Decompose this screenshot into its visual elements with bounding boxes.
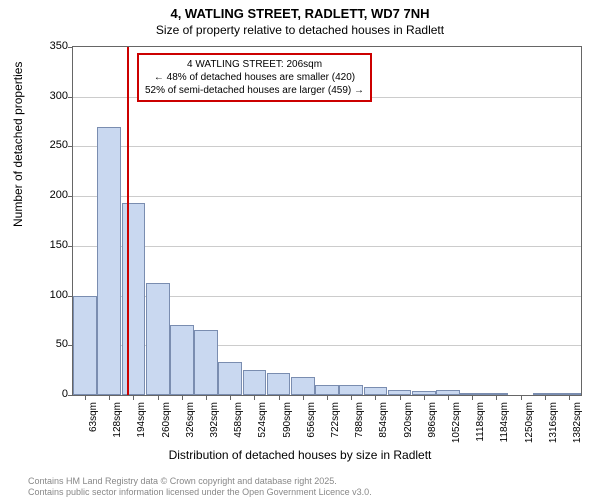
ytick-label: 300 <box>38 90 68 102</box>
xtick-label: 392sqm <box>209 402 220 438</box>
xtick-mark <box>496 395 497 400</box>
xtick-label: 1316sqm <box>548 402 559 443</box>
xtick-label: 1184sqm <box>499 402 510 442</box>
annotation-line: ← 48% of detached houses are smaller (42… <box>145 71 364 84</box>
footer-attribution: Contains HM Land Registry data © Crown c… <box>28 476 372 498</box>
xtick-mark <box>400 395 401 400</box>
xtick-mark <box>303 395 304 400</box>
ytick-mark <box>68 146 73 147</box>
xtick-label: 194sqm <box>136 402 147 438</box>
plot-area: 4 WATLING STREET: 206sqm← 48% of detache… <box>72 46 582 396</box>
xtick-label: 656sqm <box>306 402 317 438</box>
chart-title-address: 4, WATLING STREET, RADLETT, WD7 7NH <box>0 0 600 21</box>
xtick-mark <box>230 395 231 400</box>
ytick-label: 50 <box>38 338 68 350</box>
annotation-line: 52% of semi-detached houses are larger (… <box>145 84 364 97</box>
ytick-label: 250 <box>38 139 68 151</box>
xtick-mark <box>133 395 134 400</box>
xtick-label: 260sqm <box>161 402 172 438</box>
gridline <box>73 196 581 197</box>
xtick-label: 788sqm <box>354 402 365 438</box>
xtick-label: 722sqm <box>330 402 341 438</box>
ytick-label: 200 <box>38 189 68 201</box>
ytick-mark <box>68 196 73 197</box>
xtick-label: 524sqm <box>257 402 268 438</box>
xtick-label: 1118sqm <box>475 402 486 442</box>
ytick-label: 150 <box>38 239 68 251</box>
chart-title-description: Size of property relative to detached ho… <box>0 21 600 37</box>
y-axis-label: Number of detached properties <box>11 62 25 227</box>
xtick-label: 986sqm <box>427 402 438 438</box>
ytick-label: 100 <box>38 289 68 301</box>
footer-line-2: Contains public sector information licen… <box>28 487 372 498</box>
chart-container: 4, WATLING STREET, RADLETT, WD7 7NH Size… <box>0 0 600 500</box>
xtick-mark <box>254 395 255 400</box>
annotation-box: 4 WATLING STREET: 206sqm← 48% of detache… <box>137 53 372 102</box>
xtick-mark <box>158 395 159 400</box>
xtick-label: 326sqm <box>185 402 196 438</box>
xtick-mark <box>448 395 449 400</box>
footer-line-1: Contains HM Land Registry data © Crown c… <box>28 476 372 487</box>
xtick-mark <box>569 395 570 400</box>
marker-line <box>127 47 129 395</box>
ytick-label: 350 <box>38 40 68 52</box>
xtick-label: 1052sqm <box>451 402 462 443</box>
ytick-mark <box>68 246 73 247</box>
ytick-label: 0 <box>38 388 68 400</box>
ytick-mark <box>68 47 73 48</box>
annotation-line: 4 WATLING STREET: 206sqm <box>145 58 364 71</box>
xtick-label: 854sqm <box>378 402 389 438</box>
x-axis-label: Distribution of detached houses by size … <box>0 448 600 462</box>
xtick-label: 590sqm <box>282 402 293 438</box>
gridline <box>73 146 581 147</box>
xtick-mark <box>375 395 376 400</box>
xtick-label: 63sqm <box>88 402 99 432</box>
histogram-bar <box>97 127 121 395</box>
xtick-mark <box>182 395 183 400</box>
xtick-mark <box>424 395 425 400</box>
xtick-mark <box>351 395 352 400</box>
xtick-mark <box>85 395 86 400</box>
ytick-mark <box>68 395 73 396</box>
xtick-label: 1250sqm <box>524 402 535 443</box>
xtick-mark <box>327 395 328 400</box>
xtick-label: 128sqm <box>112 402 123 438</box>
xtick-mark <box>206 395 207 400</box>
xtick-mark <box>545 395 546 400</box>
xtick-mark <box>109 395 110 400</box>
xtick-mark <box>521 395 522 400</box>
gridline <box>73 246 581 247</box>
xtick-label: 920sqm <box>403 402 414 438</box>
xtick-mark <box>472 395 473 400</box>
xtick-mark <box>279 395 280 400</box>
xtick-label: 458sqm <box>233 402 244 438</box>
ytick-mark <box>68 97 73 98</box>
xtick-label: 1382sqm <box>572 402 583 443</box>
